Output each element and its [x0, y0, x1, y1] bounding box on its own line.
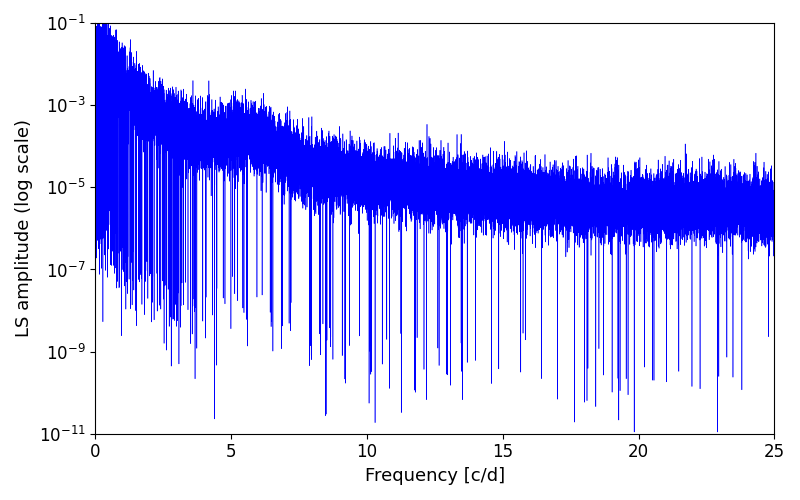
Y-axis label: LS amplitude (log scale): LS amplitude (log scale)	[15, 120, 33, 338]
X-axis label: Frequency [c/d]: Frequency [c/d]	[365, 467, 505, 485]
